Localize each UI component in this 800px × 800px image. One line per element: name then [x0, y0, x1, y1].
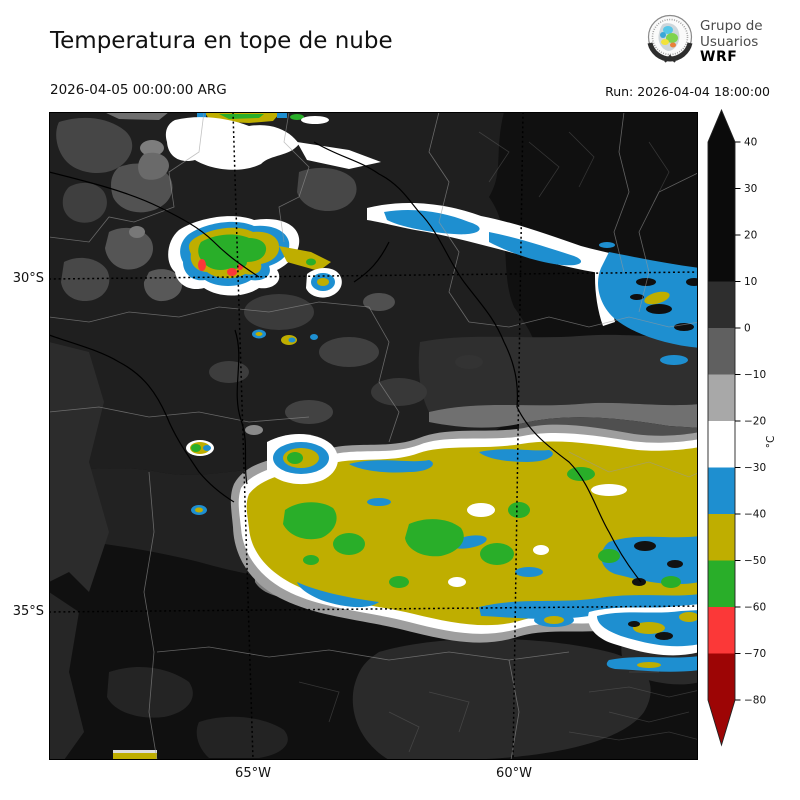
- lon-label-60w: 60°W: [496, 766, 532, 781]
- storm-cells-layer: [113, 113, 698, 759]
- page-title: Temperatura en tope de nube: [50, 28, 393, 54]
- lon-label-65w: 65°W: [235, 766, 271, 781]
- svg-text:40: 40: [744, 137, 757, 149]
- lat-label-35s: 35°S: [12, 604, 44, 619]
- map-frame: [49, 112, 698, 760]
- weather-map: [49, 112, 698, 760]
- province-borders: [49, 112, 698, 760]
- svg-text:−80: −80: [744, 695, 766, 707]
- run-time-label: Run: 2026-04-04 18:00:00: [605, 84, 770, 99]
- svg-text:−30: −30: [744, 462, 766, 474]
- logo-line-1: Grupo de: [700, 18, 763, 34]
- valid-time-label: 2026-04-05 00:00:00 ARG: [50, 82, 227, 98]
- wrf-logo-icon: [647, 14, 693, 63]
- colorbar: 40 30 20 10 0 −10 −20 −30 −40 −50 −60 −70 −80 °C: [707, 108, 777, 747]
- lat-label-30s: 30°S: [12, 271, 44, 286]
- colorbar-under-arrow: [708, 700, 735, 745]
- svg-text:0: 0: [744, 323, 751, 335]
- svg-text:−20: −20: [744, 416, 766, 428]
- colorbar-over-arrow: [708, 110, 735, 142]
- svg-text:10: 10: [744, 276, 757, 288]
- svg-text:−40: −40: [744, 509, 766, 521]
- wrf-logo-text: Grupo de Usuarios WRF: [700, 18, 763, 66]
- svg-text:20: 20: [744, 230, 757, 242]
- svg-text:30: 30: [744, 183, 757, 195]
- colorbar-unit-label: °C: [765, 436, 777, 449]
- svg-text:−50: −50: [744, 555, 766, 567]
- colorbar-ticks: 40 30 20 10 0 −10 −20 −30 −40 −50 −60 −70 −80: [735, 137, 766, 707]
- svg-text:−60: −60: [744, 602, 766, 614]
- logo-line-2: Usuarios: [700, 33, 759, 50]
- logo-line-3: WRF: [700, 49, 738, 65]
- svg-text:−70: −70: [744, 648, 766, 660]
- grid-lines: [49, 112, 698, 760]
- colorbar-segments: [708, 142, 735, 700]
- svg-text:−10: −10: [744, 369, 766, 381]
- rivers-layer: [49, 141, 642, 583]
